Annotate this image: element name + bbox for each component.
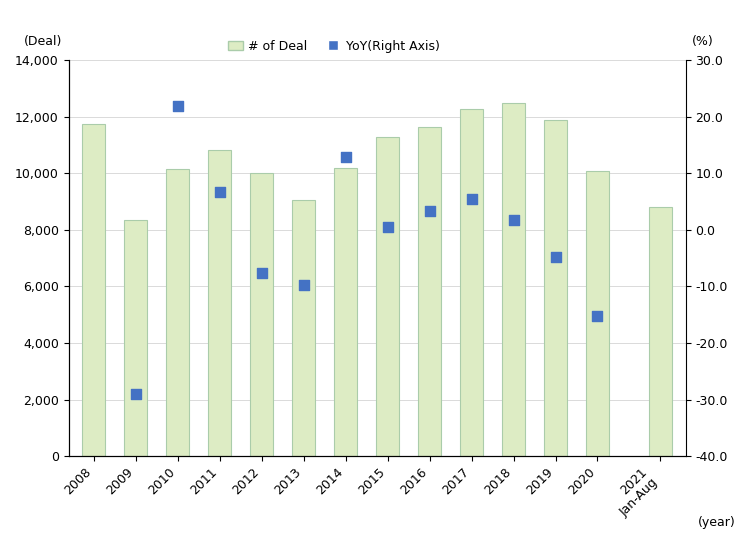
Point [214, 188, 226, 197]
Bar [82, 124, 105, 456]
Point [550, 253, 562, 262]
Text: (%): (%) [692, 35, 713, 48]
Point [466, 195, 478, 204]
Point [340, 152, 352, 161]
Bar [251, 173, 273, 456]
Bar [544, 120, 567, 456]
Bar [649, 207, 672, 456]
Bar [334, 167, 357, 456]
Bar [376, 137, 399, 456]
Bar [292, 200, 315, 456]
Point [382, 222, 394, 231]
Bar [124, 220, 147, 456]
Text: (year): (year) [698, 516, 736, 529]
Bar [166, 169, 189, 456]
Bar [418, 127, 441, 456]
Point [130, 390, 142, 399]
Bar [460, 109, 483, 456]
Bar [502, 102, 525, 456]
Point [172, 102, 184, 111]
Point [592, 312, 604, 321]
Point [508, 215, 520, 224]
Point [256, 268, 268, 277]
Legend: # of Deal, YoY(Right Axis): # of Deal, YoY(Right Axis) [223, 35, 445, 58]
Bar [209, 150, 231, 456]
Bar [586, 171, 609, 456]
Point [298, 281, 310, 290]
Text: (Deal): (Deal) [24, 35, 62, 48]
Point [424, 206, 436, 215]
